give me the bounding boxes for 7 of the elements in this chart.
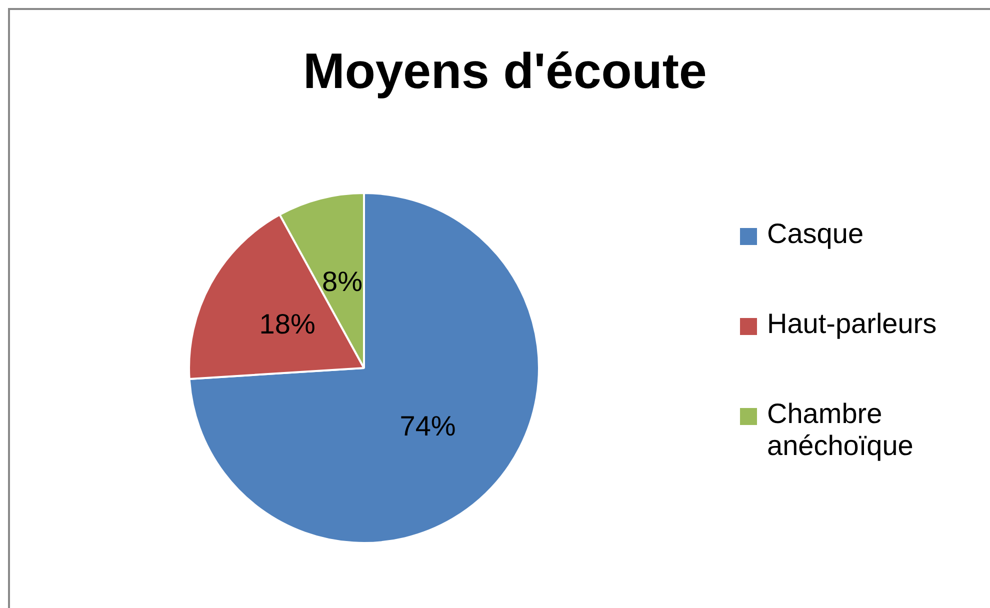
chart-title: Moyens d'écoute xyxy=(302,42,708,100)
data-label: 74% xyxy=(400,410,456,442)
legend-label: Casque xyxy=(767,218,864,250)
legend-label: Haut-parleurs xyxy=(767,308,937,340)
data-label: 18% xyxy=(259,308,316,340)
legend-label: Chambre anéchoïque xyxy=(767,398,914,462)
data-label: 8% xyxy=(322,266,362,297)
